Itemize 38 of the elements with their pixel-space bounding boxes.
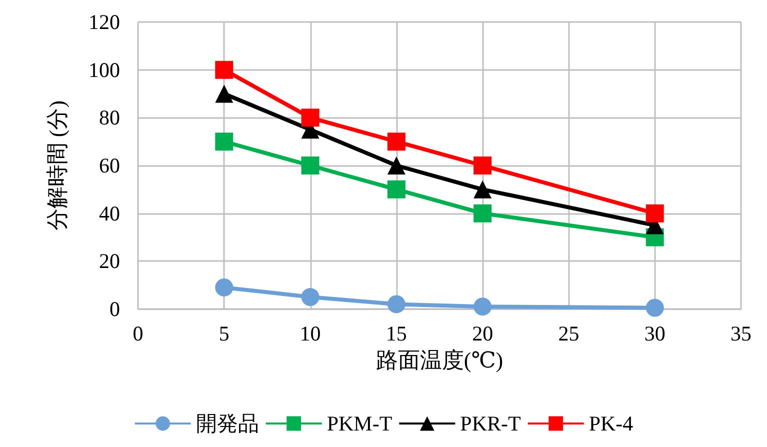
x-tick-label: 0 xyxy=(132,322,144,346)
point xyxy=(301,108,320,127)
point xyxy=(387,156,406,174)
x-tick-label: 5 xyxy=(218,322,230,346)
y-tick-label: 0 xyxy=(110,297,120,321)
y-axis-title: 分解時間 (分) xyxy=(44,100,70,231)
y-tick-label: 120 xyxy=(88,10,120,34)
x-tick-label: 35 xyxy=(730,322,752,346)
x-axis-title: 路面温度(℃) xyxy=(376,348,504,372)
point xyxy=(215,60,234,79)
x-tick-label: 25 xyxy=(558,322,580,346)
x-tick-label: 20 xyxy=(472,322,494,346)
point xyxy=(474,180,492,198)
point xyxy=(646,298,664,317)
y-tick-label: 80 xyxy=(99,106,120,130)
point xyxy=(646,204,664,222)
x-tick-label: 30 xyxy=(644,322,666,346)
legend-label: PK-4 xyxy=(588,412,634,436)
point xyxy=(474,204,492,222)
point xyxy=(215,132,234,151)
point xyxy=(387,295,406,314)
point xyxy=(387,132,406,151)
y-tick-label: 40 xyxy=(99,201,120,226)
legend-label: PKR-T xyxy=(460,412,522,436)
point xyxy=(387,180,406,198)
point xyxy=(215,84,234,103)
point xyxy=(215,278,234,296)
x-tick-label: 10 xyxy=(300,322,321,346)
y-tick-label: 100 xyxy=(88,58,120,82)
legend-label: PKM-T xyxy=(326,412,392,436)
point xyxy=(301,156,320,174)
y-tick-label: 60 xyxy=(99,154,120,178)
x-tick-label: 15 xyxy=(386,322,407,346)
point xyxy=(474,156,492,174)
y-tick-label: 20 xyxy=(99,249,120,274)
point xyxy=(301,288,320,306)
legend-label: 開発品 xyxy=(196,412,259,436)
point xyxy=(474,298,492,316)
